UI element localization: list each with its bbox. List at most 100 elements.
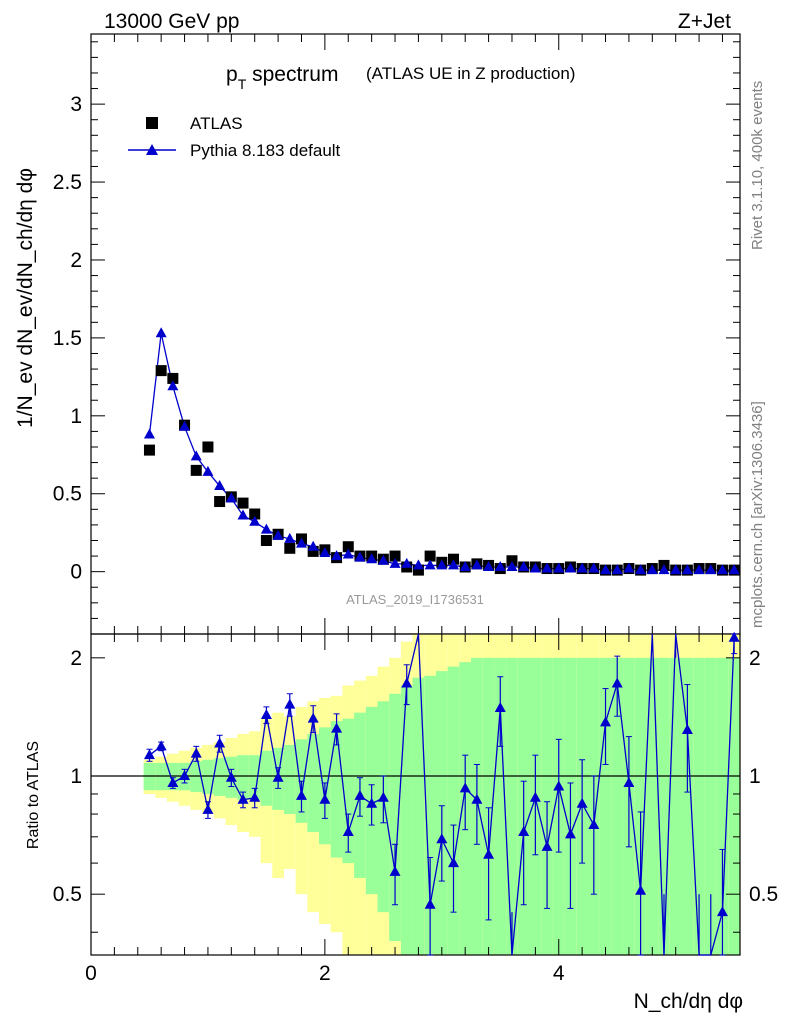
ratio-data-point	[377, 791, 389, 802]
x-axis-label: N_ch/dη dφ	[634, 990, 743, 1013]
y-axis-label-ratio: Ratio to ATLAS	[25, 741, 42, 849]
ratio-data-point	[167, 776, 179, 787]
mc-data-point	[202, 465, 214, 476]
mc-data-point	[272, 529, 284, 540]
mc-data-point	[728, 564, 740, 575]
ratio-data-point	[600, 716, 612, 727]
ratio-band-inner	[506, 657, 518, 955]
mc-data-point	[354, 551, 366, 562]
ratio-band-inner	[693, 657, 705, 955]
legend-mc-marker	[146, 144, 158, 155]
atlas-data-point	[307, 545, 319, 557]
ratio-data-point	[564, 828, 576, 839]
ratio-band-inner	[728, 657, 740, 955]
atlas-data-point	[237, 497, 249, 509]
mc-data-point	[401, 557, 413, 568]
ratio-x-tick-label: 4	[553, 962, 565, 985]
atlas-data-point	[506, 555, 518, 567]
main-plot: 0 0.5 1 1.5 2 2.5 3	[53, 33, 741, 635]
ratio-data-point	[319, 793, 331, 804]
ratio-data-point	[635, 884, 647, 895]
ratio-data-point	[354, 789, 366, 800]
ratio-y-tick-label: 1	[70, 765, 82, 788]
ratio-band-inner	[202, 759, 214, 794]
ratio-data-point	[237, 793, 249, 804]
main-y-tick-label: 0.5	[53, 483, 82, 506]
ratio-y-tick-label: 2	[70, 647, 82, 670]
mc-data-point	[681, 564, 693, 575]
mc-data-point	[436, 559, 448, 570]
ratio-band-inner	[389, 693, 401, 941]
atlas-data-point	[155, 365, 167, 377]
ratio-band-inner	[330, 721, 343, 858]
atlas-data-point	[412, 564, 424, 576]
mc-data-point	[225, 492, 237, 503]
plot-title-main: p	[226, 63, 238, 86]
ratio-data-point	[331, 722, 343, 733]
ratio-data-point	[307, 712, 319, 723]
ratio-data-point	[424, 898, 436, 909]
mc-data-point	[190, 450, 202, 461]
ratio-band-inner	[237, 755, 249, 800]
ratio-data-point	[143, 749, 155, 760]
mc-data-point	[541, 562, 553, 573]
ratio-data-point	[284, 698, 296, 709]
atlas-data-point	[143, 444, 155, 456]
ratio-data-point	[553, 780, 565, 791]
ratio-data-point	[588, 819, 600, 830]
ratio-band-inner	[342, 718, 355, 864]
mc-data-point	[448, 559, 460, 570]
mc-data-point	[331, 550, 343, 561]
ratio-data-point	[190, 747, 202, 758]
y-axis-label-main: 1/N_ev dN_ev/dN_ch/dη dφ	[14, 168, 37, 428]
ratio-band-inner	[307, 733, 320, 833]
mc-data-point	[494, 560, 506, 571]
ratio-band-inner	[716, 657, 729, 955]
mc-data-point	[377, 554, 389, 565]
mc-data-point	[600, 564, 612, 575]
ratio-data-point	[623, 776, 635, 787]
mc-data-point	[412, 559, 424, 570]
ratio-y-tick-label: 0.5	[53, 883, 82, 906]
mc-data-point	[611, 564, 623, 575]
mc-data-point	[529, 562, 541, 573]
mc-data-point	[646, 564, 658, 575]
header-right: Z+Jet	[678, 10, 731, 33]
mc-data-point	[705, 564, 717, 575]
mc-data-point	[260, 523, 272, 534]
ratio-frame	[90, 633, 741, 956]
ratio-data-point	[681, 723, 693, 734]
mc-data-point	[366, 553, 378, 564]
ratio-data-point	[260, 709, 272, 720]
mc-data-point	[237, 509, 249, 520]
svg-text:pT spectrum: pT spectrum	[226, 63, 338, 92]
ratio-band-inner	[412, 677, 425, 955]
ratio-band-inner	[248, 755, 261, 800]
ratio-data-point	[448, 857, 460, 868]
ratio-data-point	[389, 865, 401, 876]
mc-data-point	[564, 562, 576, 573]
ratio-y-tick-label-right: 2	[749, 647, 761, 670]
main-y-tick-label: 1.5	[53, 327, 82, 350]
ratio-data-point	[611, 677, 623, 688]
ratio-data-point	[179, 770, 191, 781]
ratio-data-point	[483, 848, 495, 859]
ratio-data-point	[366, 797, 378, 808]
legend-data-marker	[146, 117, 158, 129]
mc-data-point	[635, 564, 647, 575]
mc-data-point	[319, 546, 331, 557]
ratio-band-inner	[260, 750, 273, 806]
mc-data-point	[670, 564, 682, 575]
ratio-band-inner	[447, 666, 460, 955]
ratio-band-inner	[424, 675, 436, 955]
mc-data-point	[342, 548, 354, 559]
ratio-data-point	[342, 826, 354, 837]
ratio-data-point	[541, 840, 553, 851]
legend: ATLAS Pythia 8.183 default	[128, 114, 341, 160]
ratio-band-inner	[599, 657, 612, 955]
ratio-band-inner	[611, 657, 624, 955]
mc-data-point	[459, 560, 471, 571]
main-y-tick-label: 3	[70, 93, 82, 116]
ratio-data-point	[728, 631, 740, 642]
mc-series-line	[148, 333, 735, 571]
